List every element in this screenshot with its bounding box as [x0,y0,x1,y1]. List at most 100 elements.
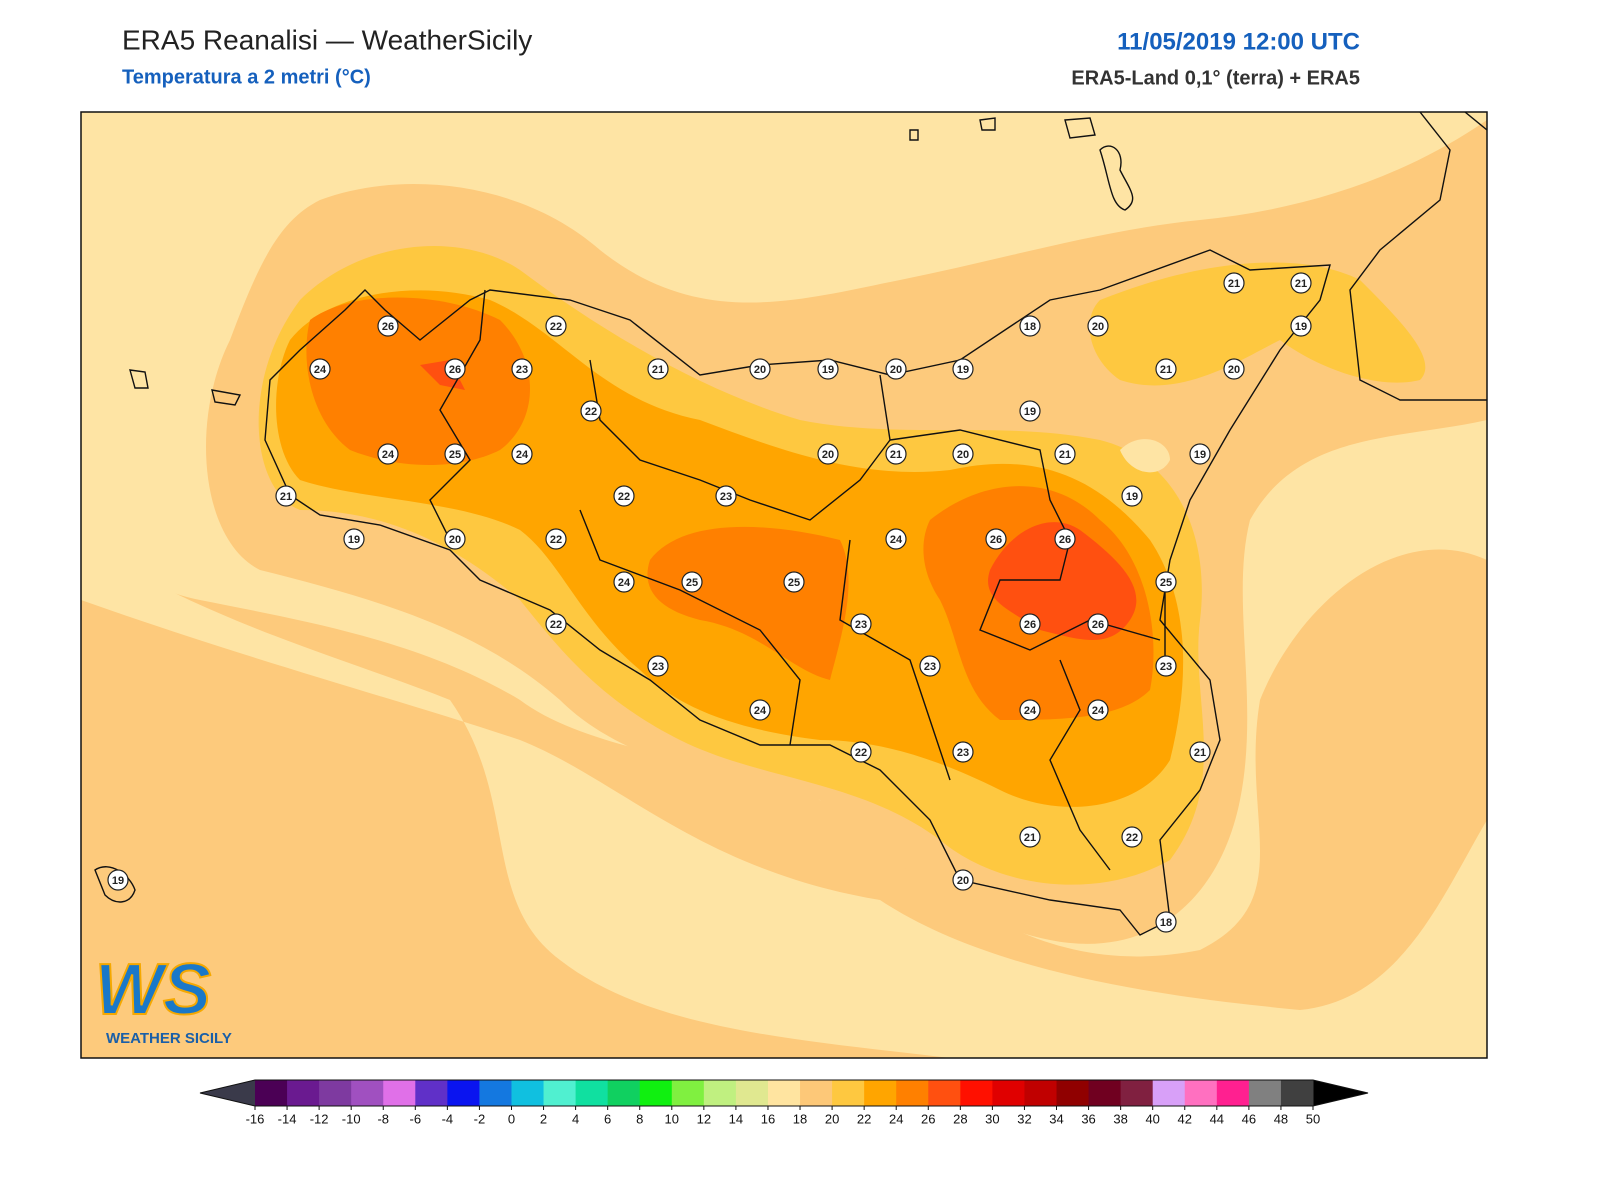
colorbar-bin [960,1080,993,1106]
colorbar-tick-label: 32 [1017,1111,1031,1126]
station-value: 21 [1160,364,1172,376]
colorbar-tick-label: -6 [410,1111,422,1126]
station-value: 25 [449,449,461,461]
coastline [94,112,1487,936]
colorbar-tick-label: 16 [761,1111,775,1126]
colorbar-bin [351,1080,384,1106]
colorbar-bin [1280,1080,1314,1106]
field-band [1120,439,1170,473]
colorbar-bin [415,1080,448,1106]
station-marker [309,358,331,380]
station-marker [1121,826,1143,848]
station-marker [545,528,567,550]
station-value: 23 [1160,661,1172,673]
station-marker [1189,741,1211,763]
field-band [988,522,1137,640]
station-marker [1019,699,1041,721]
station-marker [444,443,466,465]
station-marker [952,358,974,380]
logo-mark: WS [95,950,211,1030]
station-marker [850,613,872,635]
station-marker [1087,315,1109,337]
colorbar-bin [1024,1080,1058,1106]
colorbar-bin [671,1080,705,1106]
station-marker [885,443,907,465]
station-marker [377,315,399,337]
station-marker [783,571,805,593]
colorbar-bin [543,1080,577,1106]
colorbar: -16 -14 -12 -10 -8 -6 -4 -2 0 2 4 6 8 10 12 14 16 18 20 22 2… [199,1079,1369,1126]
station-value: 22 [585,406,597,418]
station-value: 26 [1024,619,1036,631]
station-value: 24 [618,577,631,589]
station-marker [1155,655,1177,677]
station-marker [1223,358,1245,380]
station-marker [749,358,771,380]
station-value: 24 [754,705,767,717]
colorbar-tick-label: 8 [636,1111,643,1126]
station-marker [1019,400,1041,422]
field-band [647,526,849,680]
province-border [1049,659,1111,871]
source: ERA5-Land 0,1° (terra) + ERA5 [1071,67,1360,89]
colorbar-tick-label: 0 [508,1111,515,1126]
colorbar-bin [255,1080,288,1106]
province-border [889,429,1161,651]
colorbar-bin [896,1080,929,1106]
station-value: 22 [618,491,630,503]
station-marker [1087,699,1109,721]
station-value: 19 [822,364,834,376]
station-marker [343,528,365,550]
station-marker [885,358,907,380]
station-value: 21 [1295,278,1307,290]
station-value: 20 [1092,321,1104,333]
station-value: 24 [1024,705,1037,717]
province-border [429,289,486,541]
station-marker [715,485,737,507]
colorbar-under [200,1080,255,1106]
colorbar-tick-label: 36 [1081,1111,1095,1126]
station-value: 20 [449,534,461,546]
colorbar-tick-label: -2 [474,1111,486,1126]
colorbar-tick-label: 2 [540,1111,547,1126]
station-marker [985,528,1007,550]
station-marker [1019,613,1041,635]
station-value: 23 [652,661,664,673]
station-marker [647,655,669,677]
station-value: 22 [550,534,562,546]
colorbar-tick-label: 10 [665,1111,679,1126]
colorbar-bin [1184,1080,1218,1106]
colorbar-bin [575,1080,609,1106]
colorbar-tick-label: -16 [246,1111,265,1126]
logo: WS WEATHER SICILY [94,949,232,1047]
logo-name: WEATHER SICILY [106,1030,232,1047]
station-marker [817,358,839,380]
station-value: 26 [990,534,1002,546]
calabria-coast [1349,112,1487,401]
colorbar-bin [800,1080,833,1106]
station-marker [275,485,297,507]
station-value: 20 [957,449,969,461]
station-marker [107,869,129,891]
station-marker [1155,571,1177,593]
station-value: 19 [1024,406,1036,418]
colorbar-bin [703,1080,737,1106]
islands [94,117,1134,903]
colorbar-tick-label: 6 [604,1111,611,1126]
field-band [1089,262,1426,386]
colorbar-tick-label: 40 [1145,1111,1159,1126]
colorbar-tick-label: 50 [1306,1111,1320,1126]
colorbar-bin [319,1080,352,1106]
colorbar-tick-label: -14 [278,1111,297,1126]
colorbar-tick-label: 24 [889,1111,903,1126]
station-marker [647,358,669,380]
province-border [579,509,801,746]
station-marker [1054,443,1076,465]
colorbar-bin [864,1080,897,1106]
station-value: 18 [1024,321,1036,333]
colorbar-bin [928,1080,961,1106]
station-marker [919,655,941,677]
station-value: 25 [788,577,800,589]
colorbar-tick-label: 20 [825,1111,839,1126]
